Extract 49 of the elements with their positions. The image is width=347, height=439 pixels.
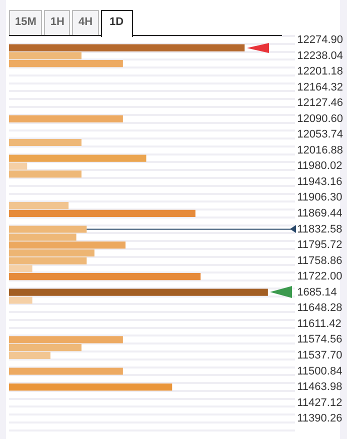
bar bbox=[9, 52, 82, 60]
y-tick-label: 12201.18 bbox=[297, 66, 344, 78]
bar bbox=[9, 154, 146, 162]
text: 4H bbox=[72, 10, 99, 35]
bar bbox=[9, 210, 196, 218]
bar bbox=[9, 288, 268, 296]
bar bbox=[9, 44, 245, 52]
y-tick-label: 12238.04 bbox=[297, 50, 344, 62]
y-tick-label: 11500.84 bbox=[297, 365, 342, 378]
y-tick-label: 11906.30 bbox=[297, 192, 342, 204]
y-tick-label: 11832.58 bbox=[297, 223, 342, 236]
y-tick-label: 11648.28 bbox=[297, 302, 342, 314]
bar bbox=[9, 344, 82, 352]
bar bbox=[9, 273, 201, 280]
text: 15M bbox=[9, 10, 42, 35]
y-tick-label: 11869.44 bbox=[297, 208, 342, 220]
bar bbox=[9, 265, 32, 272]
y-tick-label: 11427.12 bbox=[297, 396, 342, 409]
y-tick-label: 12127.46 bbox=[297, 97, 344, 110]
bar bbox=[9, 202, 69, 210]
text: 1H bbox=[44, 10, 70, 35]
y-tick-label: 12164.32 bbox=[297, 81, 344, 94]
y-tick-label: 11758.86 bbox=[297, 254, 342, 267]
y-tick-label: 1685.14 bbox=[297, 286, 337, 298]
y-tick-label: 11390.26 bbox=[297, 412, 342, 425]
y-tick-label: 11537.70 bbox=[297, 349, 342, 362]
y-tick-label: 12016.88 bbox=[297, 144, 344, 156]
bar bbox=[9, 368, 123, 375]
bar bbox=[9, 296, 32, 304]
bar bbox=[9, 170, 82, 178]
y-tick-label: 11722.00 bbox=[297, 270, 342, 283]
bar bbox=[9, 241, 126, 249]
y-tick-label: 12053.74 bbox=[297, 128, 344, 141]
bar bbox=[9, 115, 123, 122]
y-tick-label: 11463.98 bbox=[297, 381, 342, 394]
y-tick-label: 11943.16 bbox=[297, 176, 342, 188]
y-tick-label: 11980.02 bbox=[297, 160, 342, 172]
y-tick-label: 12090.60 bbox=[297, 112, 344, 125]
bar bbox=[9, 352, 50, 360]
bar bbox=[9, 60, 123, 68]
bar bbox=[9, 138, 82, 146]
y-tick-label: 11795.72 bbox=[297, 239, 342, 252]
y-tick-label: 12274.90 bbox=[297, 34, 344, 46]
bar bbox=[9, 336, 123, 344]
y-tick-label: 11611.42 bbox=[297, 318, 342, 330]
y-tick-label: 11574.56 bbox=[297, 334, 342, 346]
bar bbox=[9, 383, 172, 391]
text: 1D bbox=[100, 10, 133, 36]
bar bbox=[9, 162, 28, 170]
